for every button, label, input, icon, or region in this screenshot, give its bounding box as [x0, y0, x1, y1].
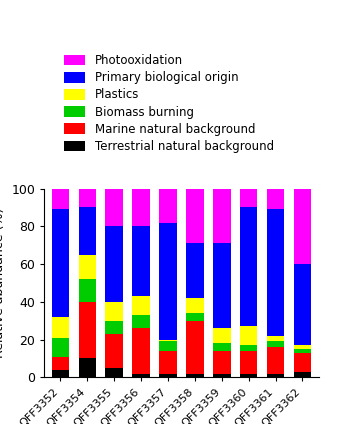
Bar [52, 357, 69, 370]
Bar [132, 374, 150, 377]
Bar [267, 341, 284, 347]
Bar [79, 255, 96, 279]
Bar [240, 326, 257, 345]
Bar [186, 321, 204, 374]
Bar [294, 349, 311, 353]
Bar [267, 347, 284, 374]
Bar [132, 189, 150, 226]
Bar [79, 189, 96, 207]
Bar [132, 226, 150, 296]
Bar [240, 351, 257, 374]
Bar [294, 189, 311, 264]
Bar [213, 328, 230, 343]
Bar [52, 338, 69, 357]
Bar [52, 209, 69, 317]
Bar [52, 317, 69, 338]
Bar [186, 189, 204, 243]
Bar [267, 374, 284, 377]
Bar [240, 345, 257, 351]
Bar [132, 296, 150, 315]
Bar [159, 341, 177, 351]
Bar [213, 374, 230, 377]
Bar [52, 189, 69, 209]
Bar [213, 189, 230, 243]
Bar [159, 351, 177, 374]
Bar [267, 336, 284, 341]
Bar [105, 302, 123, 321]
Bar [79, 358, 96, 377]
Bar [213, 343, 230, 351]
Bar [213, 351, 230, 374]
Bar [267, 189, 284, 209]
Bar [186, 298, 204, 313]
Bar [132, 328, 150, 374]
Bar [79, 279, 96, 302]
Bar [79, 207, 96, 255]
Bar [79, 302, 96, 358]
Bar [186, 243, 204, 298]
Bar [240, 207, 257, 326]
Bar [186, 374, 204, 377]
Bar [294, 353, 311, 372]
Bar [159, 223, 177, 340]
Bar [105, 321, 123, 334]
Y-axis label: Relative abundance (%): Relative abundance (%) [0, 208, 6, 358]
Bar [186, 313, 204, 321]
Bar [159, 340, 177, 341]
Bar [294, 264, 311, 345]
Legend: Photooxidation, Primary biological origin, Plastics, Biomass burning, Marine nat: Photooxidation, Primary biological origi… [64, 54, 274, 153]
Bar [294, 345, 311, 349]
Bar [132, 315, 150, 328]
Bar [213, 243, 230, 328]
Bar [159, 189, 177, 223]
Bar [294, 372, 311, 377]
Bar [267, 209, 284, 336]
Bar [105, 334, 123, 368]
Bar [159, 374, 177, 377]
Bar [240, 189, 257, 207]
Bar [105, 226, 123, 302]
Bar [52, 370, 69, 377]
Bar [240, 374, 257, 377]
Bar [105, 368, 123, 377]
Bar [105, 189, 123, 226]
